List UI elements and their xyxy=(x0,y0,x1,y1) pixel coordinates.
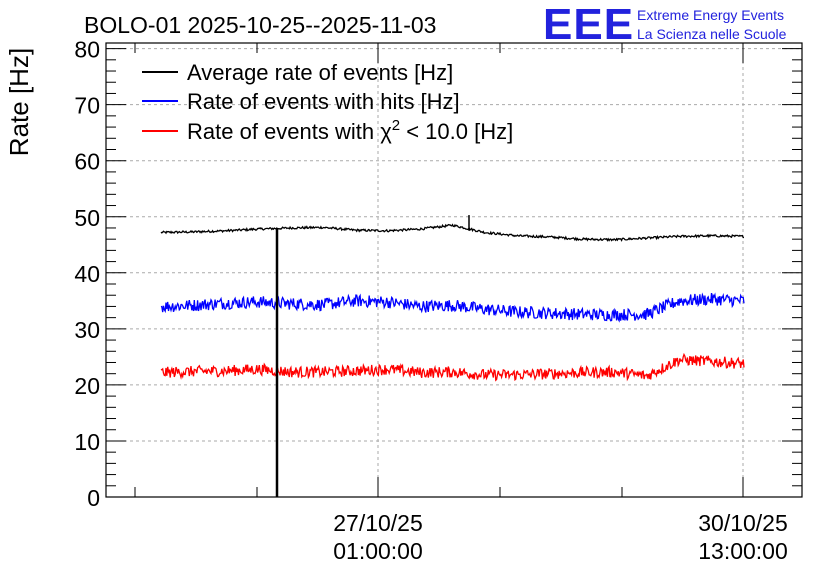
grid-lines xyxy=(106,43,802,497)
eee-logo-mark: EEE xyxy=(543,0,634,49)
x-tick-date-label: 30/10/25 xyxy=(698,510,788,536)
annotation-layer xyxy=(275,215,470,497)
y-tick-label: 0 xyxy=(87,485,100,511)
series-line xyxy=(160,292,745,323)
chart-title: BOLO-01 2025-10-25--2025-11-03 xyxy=(84,12,436,38)
legend: Average rate of events [Hz] Rate of event… xyxy=(142,60,513,144)
eee-logo-line2: La Scienza nelle Scuole xyxy=(637,26,787,42)
legend-label: Rate of events with hits [Hz] xyxy=(187,89,460,114)
y-tick-label: 70 xyxy=(74,93,100,119)
legend-label: Rate of events with χ2 < 10.0 [Hz] xyxy=(187,117,513,144)
eee-logo-line1: Extreme Energy Events xyxy=(637,7,784,23)
y-tick-label: 20 xyxy=(74,373,100,399)
y-axis-ticks: 0 10 20 30 40 50 60 70 80 xyxy=(74,37,802,511)
legend-label: Average rate of events [Hz] xyxy=(187,60,453,85)
y-tick-label: 50 xyxy=(74,205,100,231)
series-line xyxy=(160,352,745,382)
series-layer xyxy=(160,223,745,382)
eee-logo: EEE Extreme Energy Events La Scienza nel… xyxy=(543,0,787,49)
x-tick-time-label: 01:00:00 xyxy=(333,538,423,564)
y-axis-label: Rate [Hz] xyxy=(4,48,34,156)
y-tick-label: 40 xyxy=(74,261,100,287)
y-tick-label: 60 xyxy=(74,149,100,175)
series-line xyxy=(160,223,744,242)
y-tick-label: 30 xyxy=(74,317,100,343)
y-tick-label: 10 xyxy=(74,429,100,455)
x-tick-date-label: 27/10/25 xyxy=(333,510,423,536)
plot-frame xyxy=(105,42,803,498)
y-tick-label: 80 xyxy=(74,37,100,63)
x-tick-time-label: 13:00:00 xyxy=(698,538,788,564)
